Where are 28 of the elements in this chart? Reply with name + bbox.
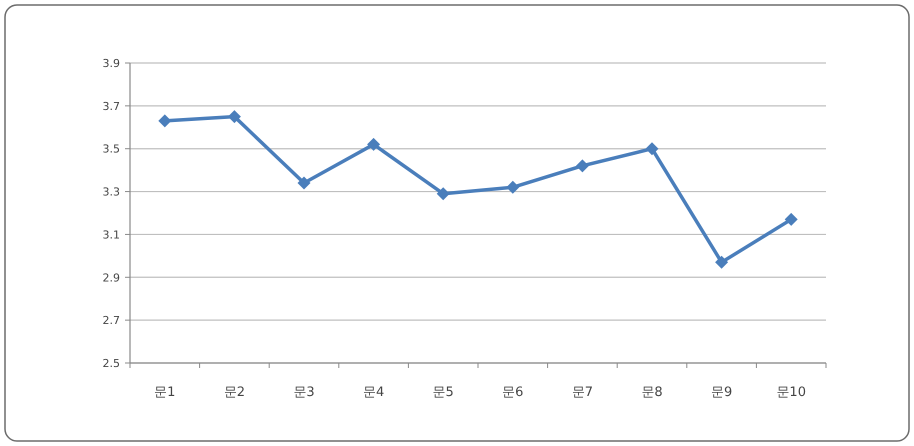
point [506, 180, 520, 194]
point [646, 142, 658, 156]
x-tick-label: 문9 [710, 385, 732, 400]
point [576, 159, 589, 172]
x-tick-label: 문6 [502, 385, 524, 400]
point [228, 110, 241, 124]
y-tick-label: 3.7 [102, 100, 120, 113]
x-tick-label: 문7 [572, 385, 594, 400]
point [784, 212, 798, 226]
x-tick-label: 문1 [154, 385, 176, 400]
point [436, 187, 450, 200]
y-tick-label: 3.9 [102, 57, 120, 70]
y-tick-label: 3.1 [102, 228, 120, 242]
x-tick-label: 문10 [776, 385, 806, 400]
y-tick-label: 2.7 [102, 314, 120, 328]
point [298, 176, 310, 190]
y-tick-label: 3.3 [102, 186, 120, 199]
y-tick-label: 3.5 [102, 142, 120, 156]
x-tick-label: 문2 [224, 385, 246, 400]
x-tick-label: 문4 [362, 385, 384, 400]
point [715, 256, 728, 269]
x-tick-label: 문8 [641, 385, 663, 400]
x-tick-label: 문5 [432, 385, 454, 400]
y-tick-label: 2.9 [102, 271, 120, 284]
y-tick-label: 2.5 [102, 357, 120, 370]
point [367, 138, 380, 151]
point [158, 114, 172, 128]
x-tick-label: 문3 [293, 385, 315, 400]
